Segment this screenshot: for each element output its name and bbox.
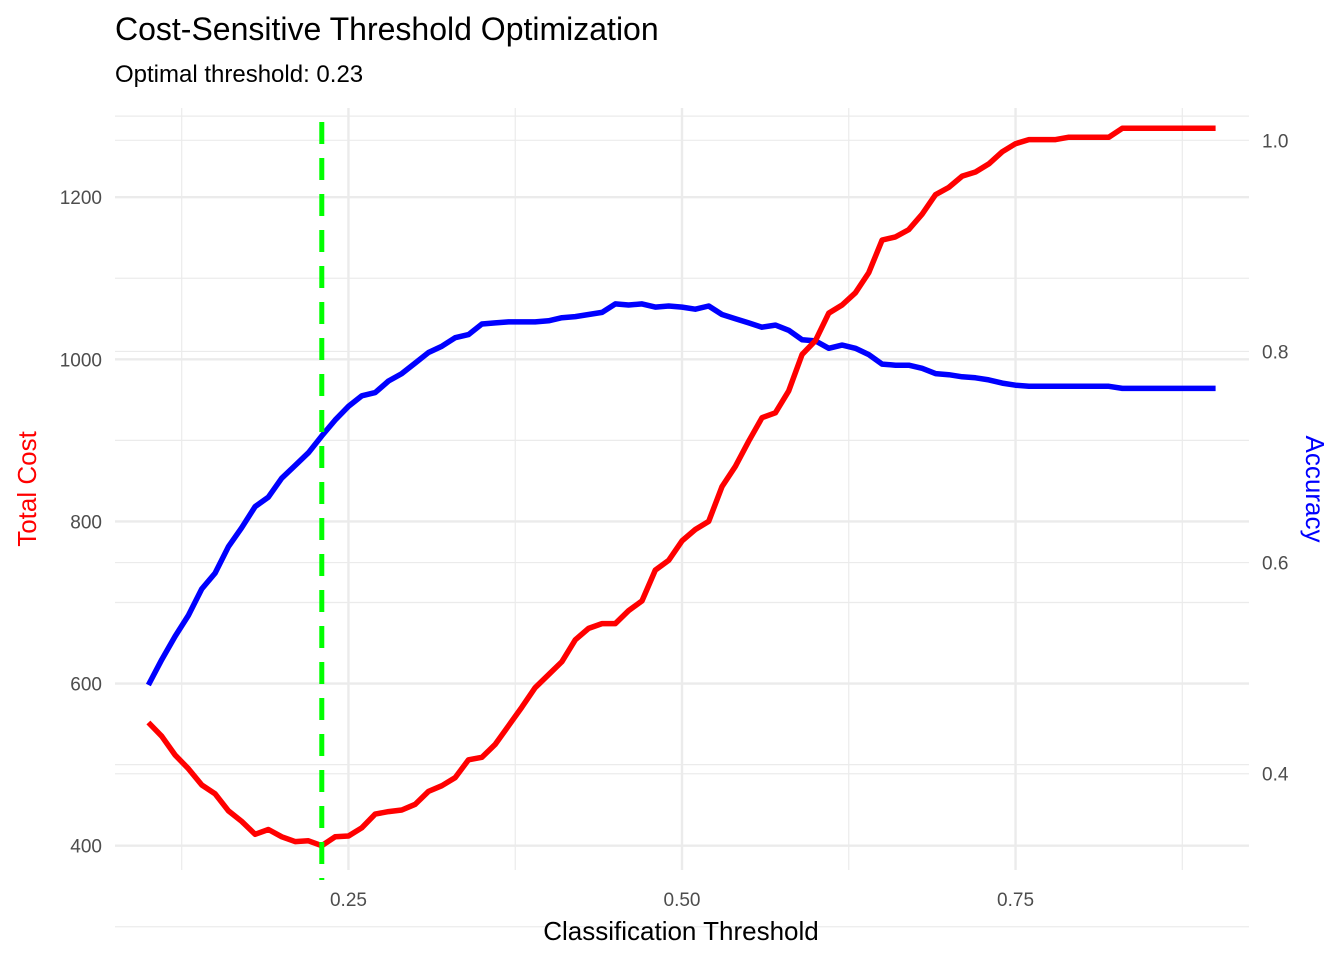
x-tick-label-0: 0.25 — [330, 890, 367, 911]
y-left-tick-label-1: 600 — [70, 675, 102, 696]
x-axis-ticks: 0.25 0.50 0.75 — [330, 890, 1034, 911]
grid-minor-x — [181, 108, 1183, 870]
y-right-tick-label-3: 1.0 — [1262, 131, 1288, 152]
grid-major-x — [347, 108, 1017, 870]
y-left-axis-ticks: 400 600 800 1000 1200 — [60, 188, 102, 858]
y-right-tick-label-1: 0.6 — [1262, 554, 1288, 575]
y-right-axis-ticks: 0.4 0.6 0.8 1.0 — [1262, 131, 1289, 785]
y-right-axis-label: Accuracy — [1300, 436, 1330, 543]
chart-subtitle: Optimal threshold: 0.23 — [115, 61, 363, 88]
x-tick-label-1: 0.50 — [664, 890, 701, 911]
accuracy-series-line — [145, 301, 1216, 687]
total-cost-series-line — [146, 125, 1216, 849]
y-right-tick-label-0: 0.4 — [1262, 765, 1289, 786]
y-left-tick-label-4: 1200 — [60, 188, 102, 209]
y-left-tick-label-2: 800 — [70, 512, 102, 533]
y-left-axis-label: Total Cost — [12, 430, 42, 546]
y-left-tick-label-3: 1000 — [60, 350, 102, 371]
y-right-tick-label-2: 0.8 — [1262, 342, 1288, 363]
chart-title: Cost-Sensitive Threshold Optimization — [115, 11, 659, 47]
x-axis-label: Classification Threshold — [543, 916, 819, 946]
y-left-tick-label-0: 400 — [70, 837, 102, 858]
x-tick-label-2: 0.75 — [997, 890, 1034, 911]
